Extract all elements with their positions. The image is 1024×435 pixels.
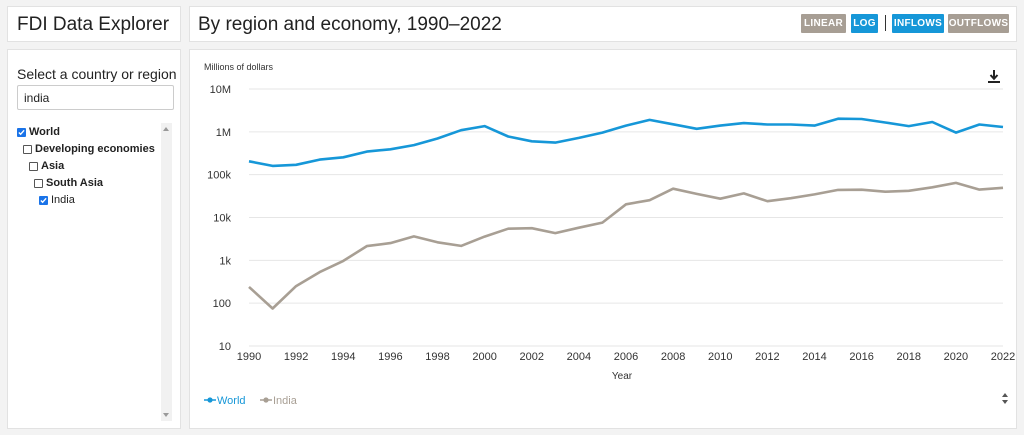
legend-item-world[interactable]: World [204,395,246,407]
x-tick-label: 2022 [991,351,1015,363]
scroll-up-icon[interactable] [163,127,169,131]
check-icon [18,129,25,135]
outflows-button[interactable]: OUTFLOWS [948,14,1009,33]
log-button[interactable]: LOG [851,14,878,33]
legend-marker-icon [263,397,269,403]
chart-title: By region and economy, 1990–2022 [198,14,502,35]
legend-scroll-icon[interactable] [1002,393,1008,404]
checkbox-south-asia[interactable] [34,178,43,188]
sidebar: Select a country or region World Develop… [7,49,181,429]
tree-item-asia[interactable]: Asia [29,160,64,172]
y-tick-label: 1M [216,127,231,139]
tree-label: Asia [41,160,65,172]
x-tick-label: 2010 [708,351,732,363]
scroll-down-icon[interactable] [163,413,169,417]
checkbox-world[interactable] [17,127,26,137]
tree-item-south-asia[interactable]: South Asia [34,177,103,189]
tree-item-world[interactable]: World [17,126,60,138]
x-tick-label: 1998 [425,351,449,363]
title-panel: FDI Data Explorer [7,6,181,42]
x-tick-label: 2014 [802,351,826,363]
x-tick-label: 1994 [331,351,355,363]
y-tick-label: 10M [210,84,231,96]
tree-item-developing-economies[interactable]: Developing economies [23,143,155,155]
tree-item-india[interactable]: India [39,194,75,206]
tree-label: Developing economies [35,143,155,155]
x-tick-label: 2004 [567,351,591,363]
check-icon [40,197,47,203]
series-line-world[interactable] [248,117,1004,168]
app-title: FDI Data Explorer [17,14,170,35]
x-tick-label: 1990 [237,351,261,363]
legend-label: India [273,395,298,407]
checkbox-asia[interactable] [29,161,38,171]
y-tick-label: 10 [219,341,231,353]
x-tick-label: 2020 [944,351,968,363]
checkbox-india[interactable] [39,195,48,205]
y-tick-label: 10k [213,213,231,225]
x-tick-label: 1992 [284,351,308,363]
button-separator [885,15,886,31]
x-tick-label: 2006 [614,351,638,363]
y-axis-label: Millions of dollars [204,62,274,72]
country-search-input[interactable] [17,85,174,110]
y-tick-label: 1k [219,255,231,267]
x-tick-label: 2002 [520,351,544,363]
chart-header: By region and economy, 1990–2022 LINEAR … [189,6,1017,42]
download-icon[interactable] [988,70,1000,83]
tree-label: South Asia [46,177,104,189]
tree-label: India [51,194,75,206]
legend-item-india[interactable]: India [260,395,298,407]
line-chart: Millions of dollars 101001k10k100k1M10M … [204,62,1015,407]
tree-label: World [29,126,60,138]
checkbox-developing-economies[interactable] [23,144,32,154]
y-tick-label: 100 [213,298,231,310]
inflows-button[interactable]: INFLOWS [892,14,944,33]
linear-button[interactable]: LINEAR [801,14,846,33]
x-tick-label: 1996 [378,351,402,363]
tree-scrollbar[interactable] [161,123,172,421]
chart-panel: Millions of dollars 10 100 1k 10k 100k 1M 10M … [189,49,1017,429]
legend-marker-icon [207,397,213,403]
legend-label: World [217,395,246,407]
series-line-india[interactable] [248,181,1004,310]
x-tick-label: 2008 [661,351,685,363]
x-tick-label: 2012 [755,351,779,363]
y-tick-label: 100k [207,170,231,182]
sidebar-heading: Select a country or region [17,66,177,82]
x-tick-label: 2016 [849,351,873,363]
x-tick-label: 2000 [472,351,496,363]
region-tree: World Developing economies Asia South As… [14,122,174,422]
x-tick-label: 2018 [897,351,921,363]
x-axis-label: Year [612,371,633,382]
